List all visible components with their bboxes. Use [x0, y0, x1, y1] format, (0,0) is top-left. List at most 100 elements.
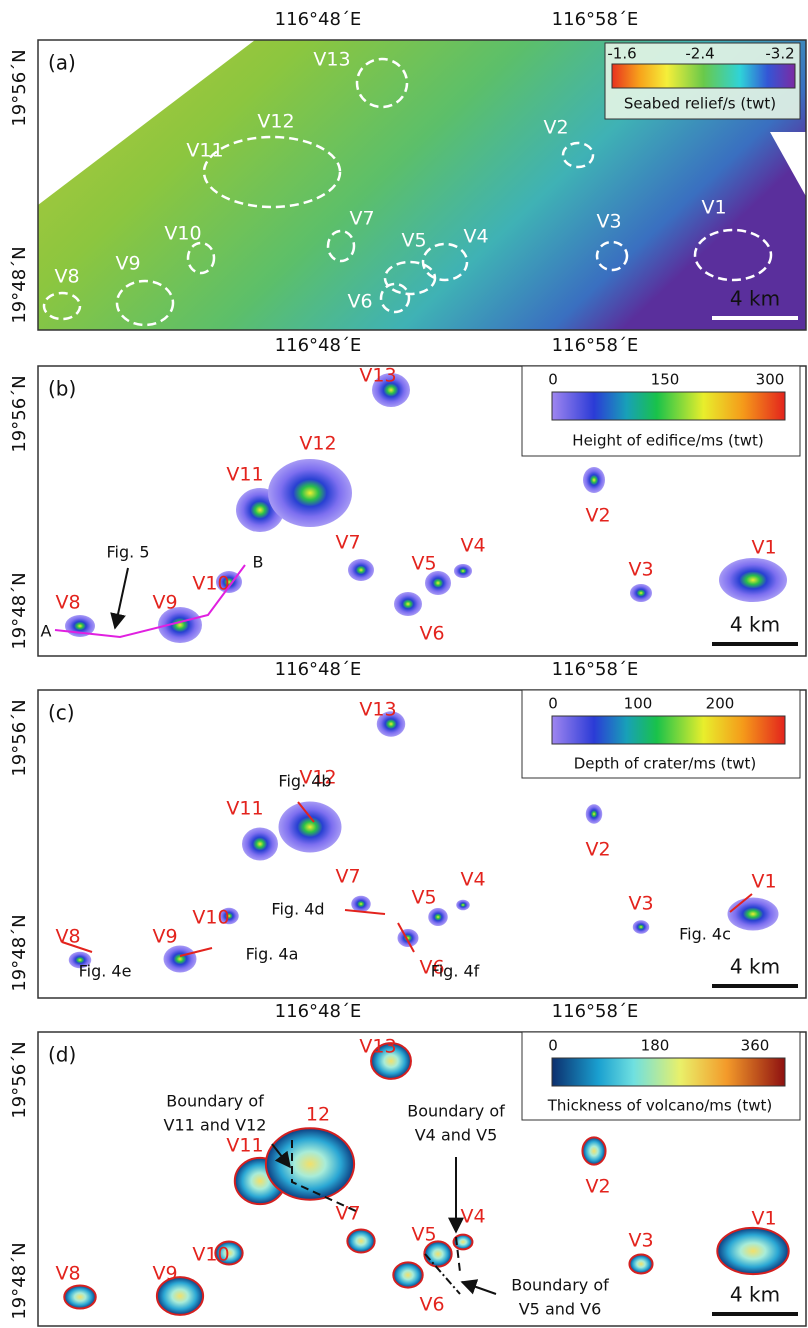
volcano-body: [586, 804, 603, 824]
volcano-label: V10: [192, 573, 229, 595]
volcano-label: V2: [585, 505, 610, 527]
volcano-body: [629, 1255, 652, 1274]
panel: (c)V1V2V3V4V5V6V7V8V9V10V11V12V130100200…: [38, 690, 806, 998]
volcano-label: V13: [359, 1036, 396, 1058]
volcano-body: [456, 900, 470, 911]
volcano-label: V2: [585, 1176, 610, 1198]
arrow: [462, 1282, 496, 1294]
colorbar-tick: 150: [651, 371, 680, 389]
volcano-label: V7: [335, 866, 360, 888]
colorbar-title: Height of edifice/ms (twt): [572, 432, 763, 450]
annotation: Boundary of: [407, 1102, 505, 1121]
volcano-body: [633, 920, 650, 934]
volcano-label: V11: [226, 464, 263, 486]
colorbar-tick: 100: [624, 695, 653, 713]
volcano-body: [582, 1137, 605, 1164]
volcano-label: V5: [411, 887, 436, 909]
colorbar: [552, 716, 785, 744]
latitude-label: 19°56´N: [9, 49, 30, 126]
annotation: Fig. 5: [107, 543, 150, 562]
volcano-label: V7: [335, 532, 360, 554]
latitude-label: 19°48´N: [9, 914, 30, 991]
volcano-label: V4: [463, 226, 488, 248]
volcano-label: V1: [701, 197, 726, 219]
annotation: Fig. 4c: [679, 925, 731, 944]
volcano-label: V5: [411, 1224, 436, 1246]
volcano-body: [393, 1262, 422, 1287]
longitude-label: 116°58´E: [552, 1001, 639, 1022]
longitude-label: 116°58´E: [552, 659, 639, 680]
volcano-label: V9: [152, 1263, 177, 1285]
volcano-body: [348, 559, 374, 581]
volcano-label: V11: [226, 798, 263, 820]
longitude-label: 116°58´E: [552, 335, 639, 356]
annotation: Fig. 4a: [246, 945, 299, 964]
colorbar-title: Seabed relief/s (twt): [624, 95, 776, 113]
volcano-label: V12: [257, 111, 294, 133]
scale-bar-label: 4 km: [730, 955, 780, 979]
volcano-label: V9: [115, 253, 140, 275]
volcano-label: V7: [349, 208, 374, 230]
volcano-label: V4: [460, 535, 485, 557]
colorbar: [612, 64, 795, 88]
volcano-body: [425, 571, 451, 595]
annotation: V4 and V5: [415, 1126, 498, 1145]
latitude-label: 19°56´N: [9, 375, 30, 452]
colorbar-tick: 360: [741, 1037, 770, 1055]
colorbar: [552, 392, 785, 420]
scale-bar-label: 4 km: [730, 613, 780, 637]
longitude-label: 116°48´E: [275, 1001, 362, 1022]
annotation: B: [253, 553, 264, 572]
volcano-body: [268, 459, 352, 527]
latitude-label: 19°48´N: [9, 572, 30, 649]
volcano-label: V1: [751, 1208, 776, 1230]
volcano-label: V1: [751, 537, 776, 559]
volcano-label: V10: [164, 223, 201, 245]
volcano-label: V6: [419, 623, 444, 645]
volcano-label: V13: [359, 365, 396, 387]
panel: (a)V1V2V3V4V5V6V7V8V9V10V11V12V13-1.6-2.…: [38, 40, 808, 330]
longitude-label: 116°58´E: [552, 9, 639, 30]
volcano-label: V3: [628, 893, 653, 915]
colorbar-tick: 0: [548, 371, 558, 389]
colorbar-tick: -1.6: [607, 45, 636, 63]
volcano-body: [351, 896, 371, 913]
volcano-label: V13: [359, 699, 396, 721]
latitude-label: 19°48´N: [9, 246, 30, 323]
colorbar-title: Depth of crater/ms (twt): [574, 755, 757, 773]
latitude-label: 19°48´N: [9, 1242, 30, 1319]
volcano-label: V1: [751, 871, 776, 893]
scale-bar-label: 4 km: [730, 1283, 780, 1307]
volcano-label: V6: [419, 1294, 444, 1316]
volcano-label: V11: [226, 1135, 263, 1157]
volcano-label: V7: [335, 1203, 360, 1225]
volcano-label: V9: [152, 592, 177, 614]
volcano-label: V3: [628, 1230, 653, 1252]
annotation: A: [41, 622, 52, 641]
volcano-body: [454, 564, 472, 578]
volcano-body: [347, 1229, 374, 1252]
volcano-label: V8: [55, 592, 80, 614]
volcano-body: [717, 1228, 788, 1274]
volcano-label: V3: [596, 211, 621, 233]
colorbar-tick: 0: [548, 695, 558, 713]
volcano-body: [242, 828, 278, 861]
volcano-label: V5: [411, 553, 436, 575]
volcano-label: V6: [347, 291, 372, 313]
volcano-body: [728, 898, 779, 931]
latitude-label: 19°56´N: [9, 699, 30, 776]
panel-label: (b): [48, 377, 76, 401]
volcano-body: [398, 929, 419, 947]
longitude-label: 116°48´E: [275, 335, 362, 356]
colorbar: [552, 1058, 785, 1086]
volcano-body: [583, 467, 605, 493]
volcano-label: V10: [192, 907, 229, 929]
colorbar-tick: 200: [706, 695, 735, 713]
volcano-label: V8: [54, 266, 79, 288]
volcano-body: [719, 558, 787, 602]
latitude-label: 19°56´N: [9, 1041, 30, 1118]
longitude-label: 116°48´E: [275, 659, 362, 680]
volcano-label: V3: [628, 559, 653, 581]
